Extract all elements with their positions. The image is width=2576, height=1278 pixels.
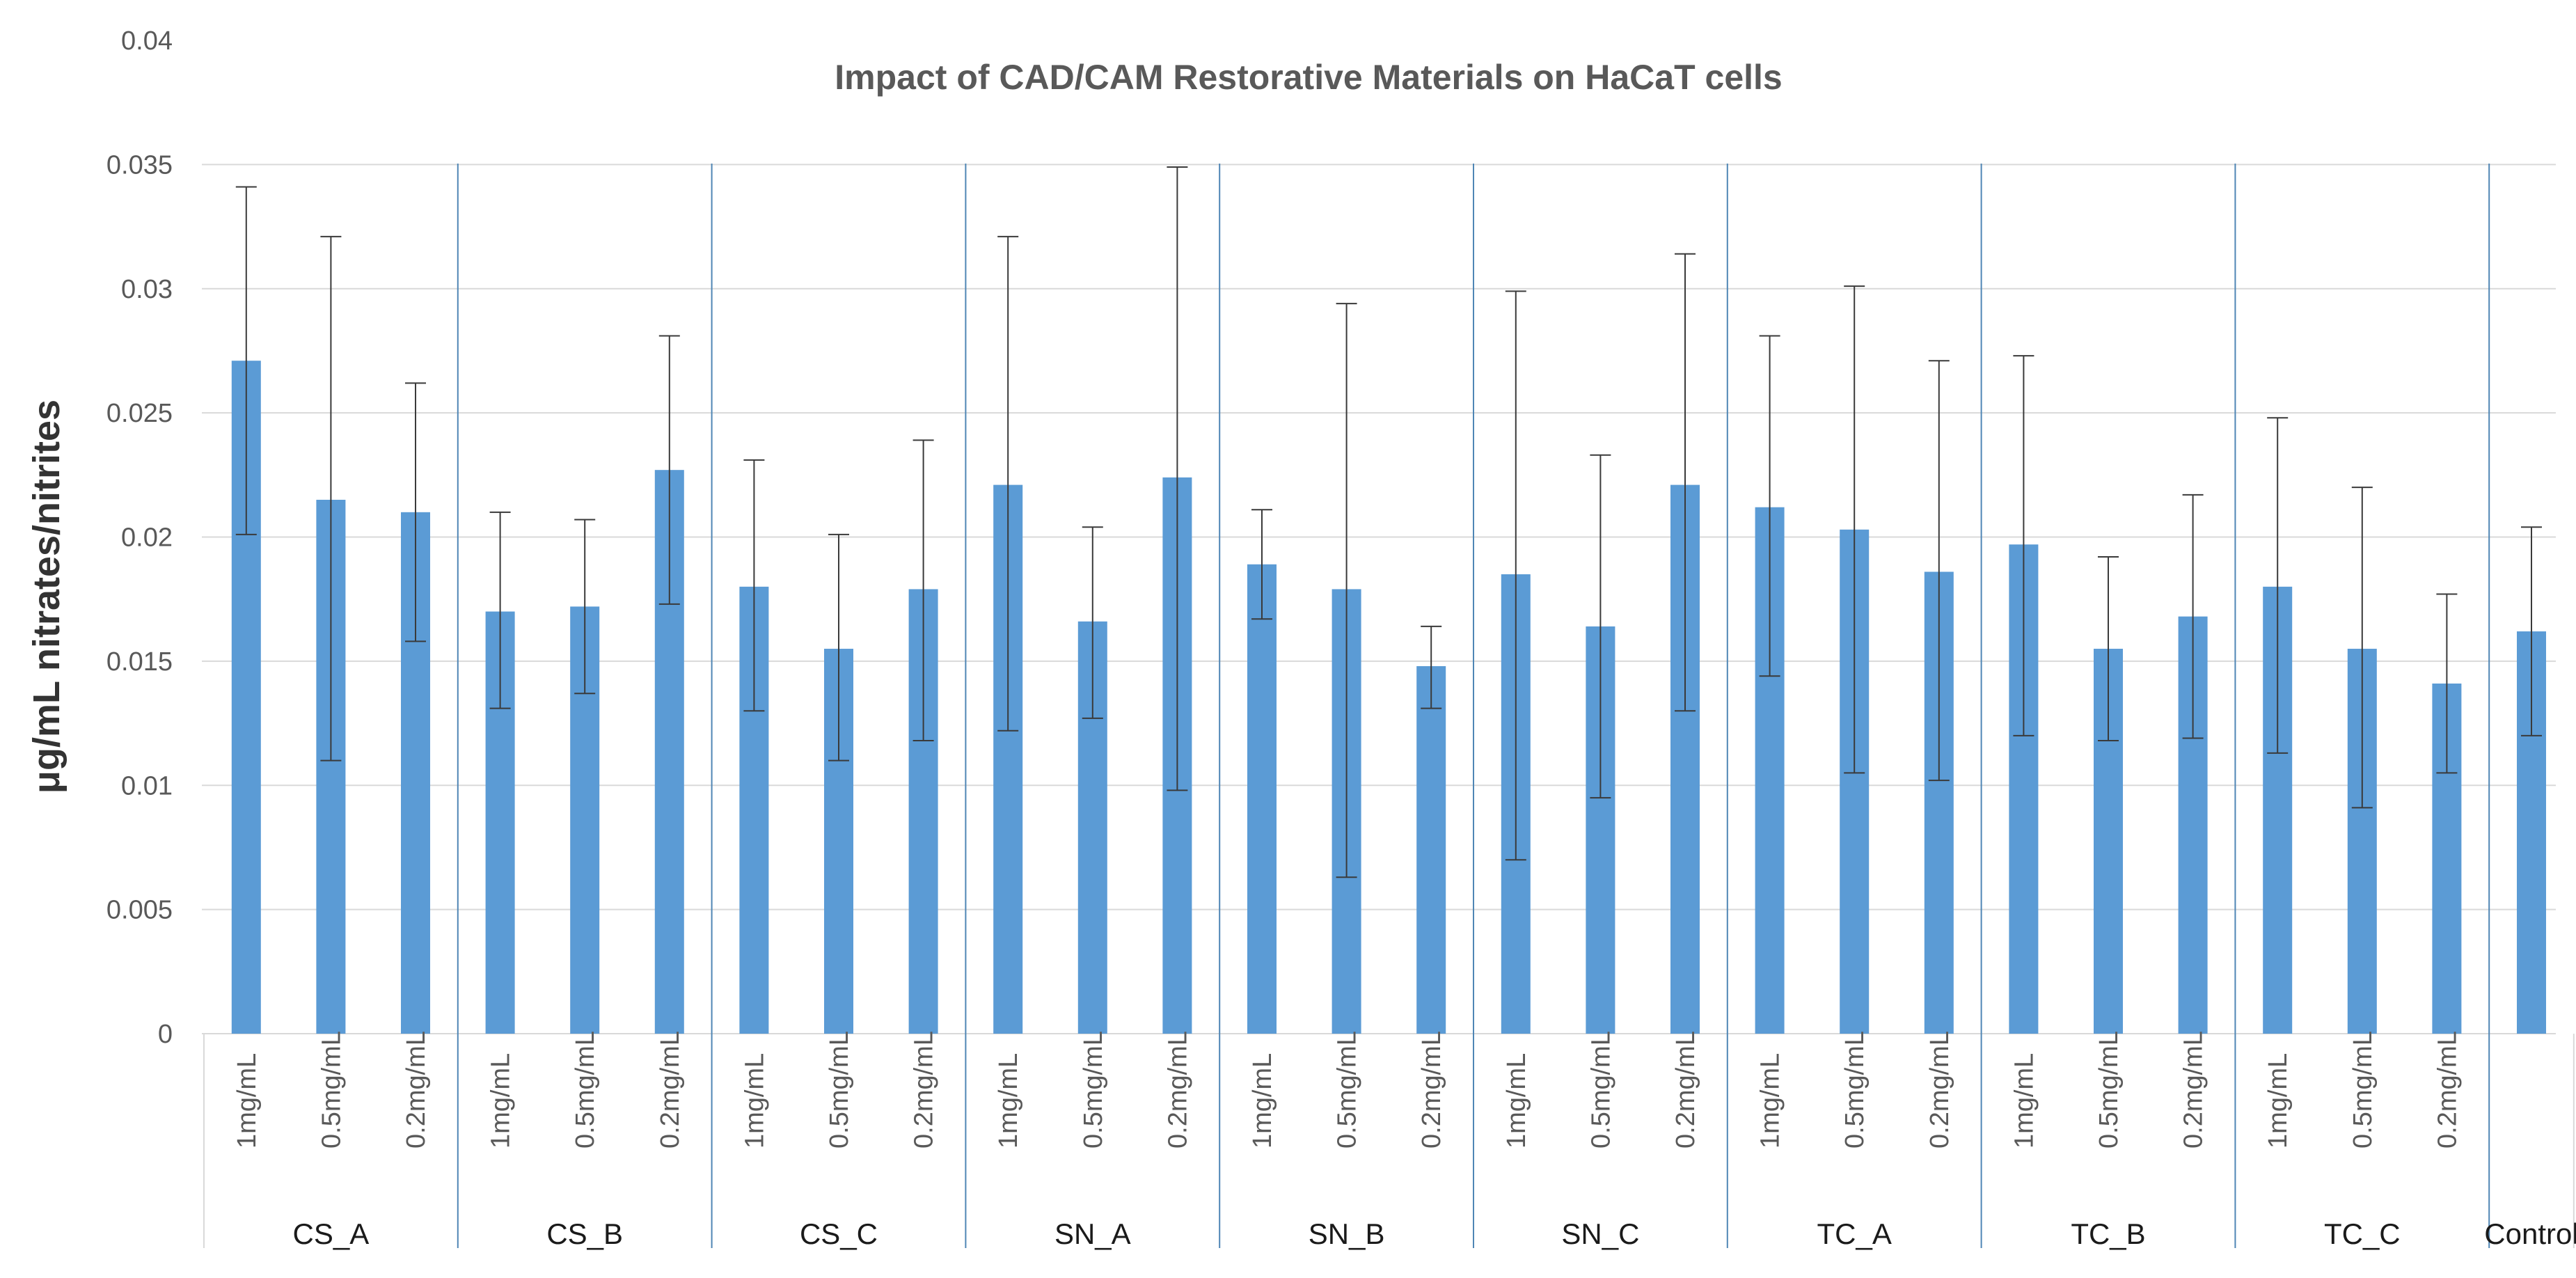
category-label: 1mg/mL — [994, 1053, 1023, 1149]
group-label: SN_A — [1054, 1217, 1131, 1250]
category-label: 0.2mg/mL — [2179, 1031, 2208, 1149]
category-label: 1mg/mL — [1756, 1053, 1785, 1149]
chart-title: Impact of CAD/CAM Restorative Materials … — [835, 58, 1782, 97]
category-label: 0.5mg/mL — [1840, 1031, 1870, 1149]
group-label: TC_C — [2324, 1217, 2401, 1250]
category-label: 0.2mg/mL — [1417, 1031, 1446, 1149]
y-tick-label: 0.03 — [121, 275, 173, 304]
category-labels: 1mg/mL 0.5mg/mL 0.2mg/mL 1mg/mL 0.5mg/mL 0.2m… — [232, 1031, 2463, 1149]
category-label: 1mg/mL — [1502, 1053, 1531, 1149]
group-label: Control — [2484, 1217, 2576, 1250]
category-label: 0.5mg/mL — [1586, 1031, 1615, 1149]
group-label: CS_B — [546, 1217, 623, 1250]
y-tick-label: 0.005 — [106, 896, 173, 925]
error-bars — [235, 166, 2542, 878]
y-axis-label: μg/mL nitrates/nitrites — [26, 400, 68, 794]
category-label: 0.2mg/mL — [2433, 1031, 2462, 1149]
group-labels: CS_A CS_B CS_C SN_A SN_B SN_C TC_A TC_B TC_C Cont… — [293, 1217, 2576, 1250]
category-label: 1mg/mL — [1248, 1053, 1277, 1149]
category-label: 0.2mg/mL — [1925, 1031, 1954, 1149]
group-label: CS_A — [293, 1217, 370, 1250]
category-label: 0.2mg/mL — [402, 1031, 431, 1149]
group-label: TC_A — [1817, 1217, 1892, 1250]
category-label: 0.2mg/mL — [910, 1031, 939, 1149]
category-label: 1mg/mL — [232, 1053, 262, 1149]
y-tick-label: 0.035 — [106, 150, 173, 180]
group-label: SN_C — [1561, 1217, 1639, 1250]
category-label: 0.5mg/mL — [825, 1031, 854, 1149]
category-label: 1mg/mL — [740, 1053, 769, 1149]
category-label: 0.5mg/mL — [571, 1031, 600, 1149]
group-separators — [203, 164, 2575, 1248]
category-label: 1mg/mL — [487, 1053, 516, 1149]
category-label: 1mg/mL — [2263, 1053, 2293, 1149]
y-tick-label: 0.025 — [106, 399, 173, 428]
group-label: SN_B — [1309, 1217, 1385, 1250]
category-label: 0.2mg/mL — [1163, 1031, 1192, 1149]
y-tick-label: 0.01 — [121, 771, 173, 800]
category-label: 0.5mg/mL — [2348, 1031, 2378, 1149]
category-label: 1mg/mL — [2009, 1053, 2039, 1149]
bar — [1416, 666, 1446, 1034]
y-tick-label: 0.02 — [121, 523, 173, 553]
y-tick-label: 0 — [158, 1020, 173, 1049]
bars — [231, 361, 2546, 1034]
y-tick-label: 0.04 — [121, 26, 173, 56]
bar — [1247, 564, 1277, 1034]
category-label: 0.2mg/mL — [1671, 1031, 1700, 1149]
category-label: 0.5mg/mL — [1079, 1031, 1108, 1149]
category-label: 0.5mg/mL — [2094, 1031, 2124, 1149]
category-label: 0.5mg/mL — [317, 1031, 346, 1149]
group-label: TC_B — [2071, 1217, 2145, 1250]
category-label: 0.5mg/mL — [1333, 1031, 1362, 1149]
y-axis-ticks: 0 0.005 0.01 0.015 0.02 0.025 0.03 0.035 0.04 — [106, 26, 173, 1049]
group-label: CS_C — [800, 1217, 878, 1250]
y-tick-label: 0.015 — [106, 647, 173, 677]
category-label: 0.2mg/mL — [656, 1031, 685, 1149]
